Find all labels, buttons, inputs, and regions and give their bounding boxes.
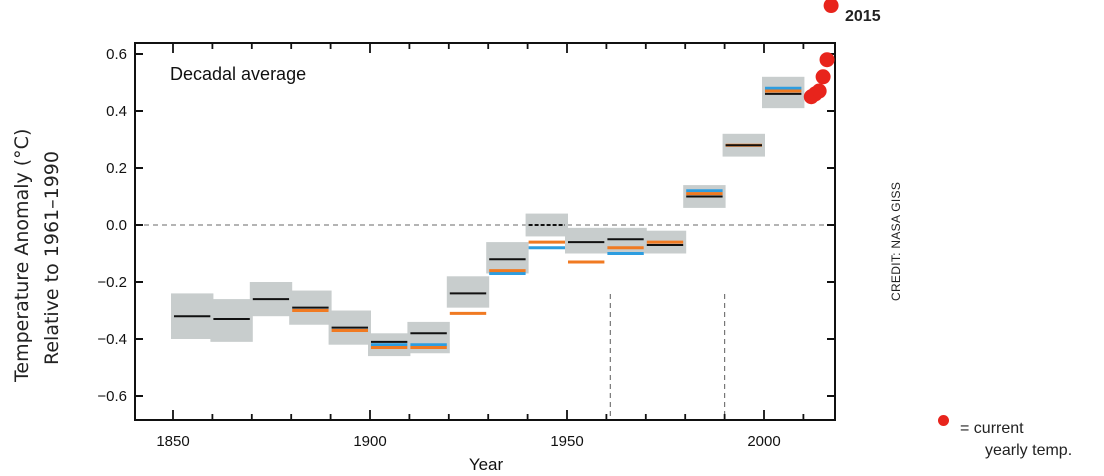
plot-frame — [134, 42, 836, 421]
uncertainty-band — [486, 242, 529, 274]
uncertainty-band — [446, 276, 490, 308]
x-tick-label: 1850 — [156, 433, 189, 450]
uncertainty-band — [210, 299, 253, 342]
y-tick-label: −0.4 — [97, 331, 127, 348]
yearly-point — [819, 52, 835, 68]
yearly-point — [811, 83, 827, 99]
yearly-point — [815, 69, 831, 85]
x-tick-label: 1950 — [550, 433, 583, 450]
y-tick-label: 0.6 — [106, 46, 127, 63]
credit-label: CREDIT: NASA GISS — [889, 181, 903, 301]
yearly-point-2015 — [823, 0, 839, 14]
y-tick-label: −0.2 — [97, 274, 127, 291]
uncertainty-band — [565, 227, 608, 254]
uncertainty-band — [604, 227, 647, 254]
y-tick-label: 0.2 — [106, 160, 127, 177]
x-axis-label: Year — [469, 455, 504, 474]
legend-text-line2: yearly temp. — [985, 442, 1073, 459]
y-tick-label: −0.6 — [97, 388, 127, 405]
x-tick-label: 1900 — [353, 433, 386, 450]
y-axis-label-line2: Relative to 1961–1990 — [41, 151, 63, 365]
chart-title: Decadal average — [170, 64, 306, 84]
year-2015-label: 2015 — [845, 8, 881, 25]
y-axis-label-line1: Temperature Anomaly (°C) — [11, 128, 33, 382]
legend-red-dot-icon — [938, 415, 949, 426]
y-tick-label: 0.4 — [106, 103, 127, 120]
y-tick-label: 0.0 — [106, 217, 127, 234]
x-tick-label: 2000 — [747, 433, 780, 450]
legend-text-line1: = current — [960, 420, 1024, 437]
